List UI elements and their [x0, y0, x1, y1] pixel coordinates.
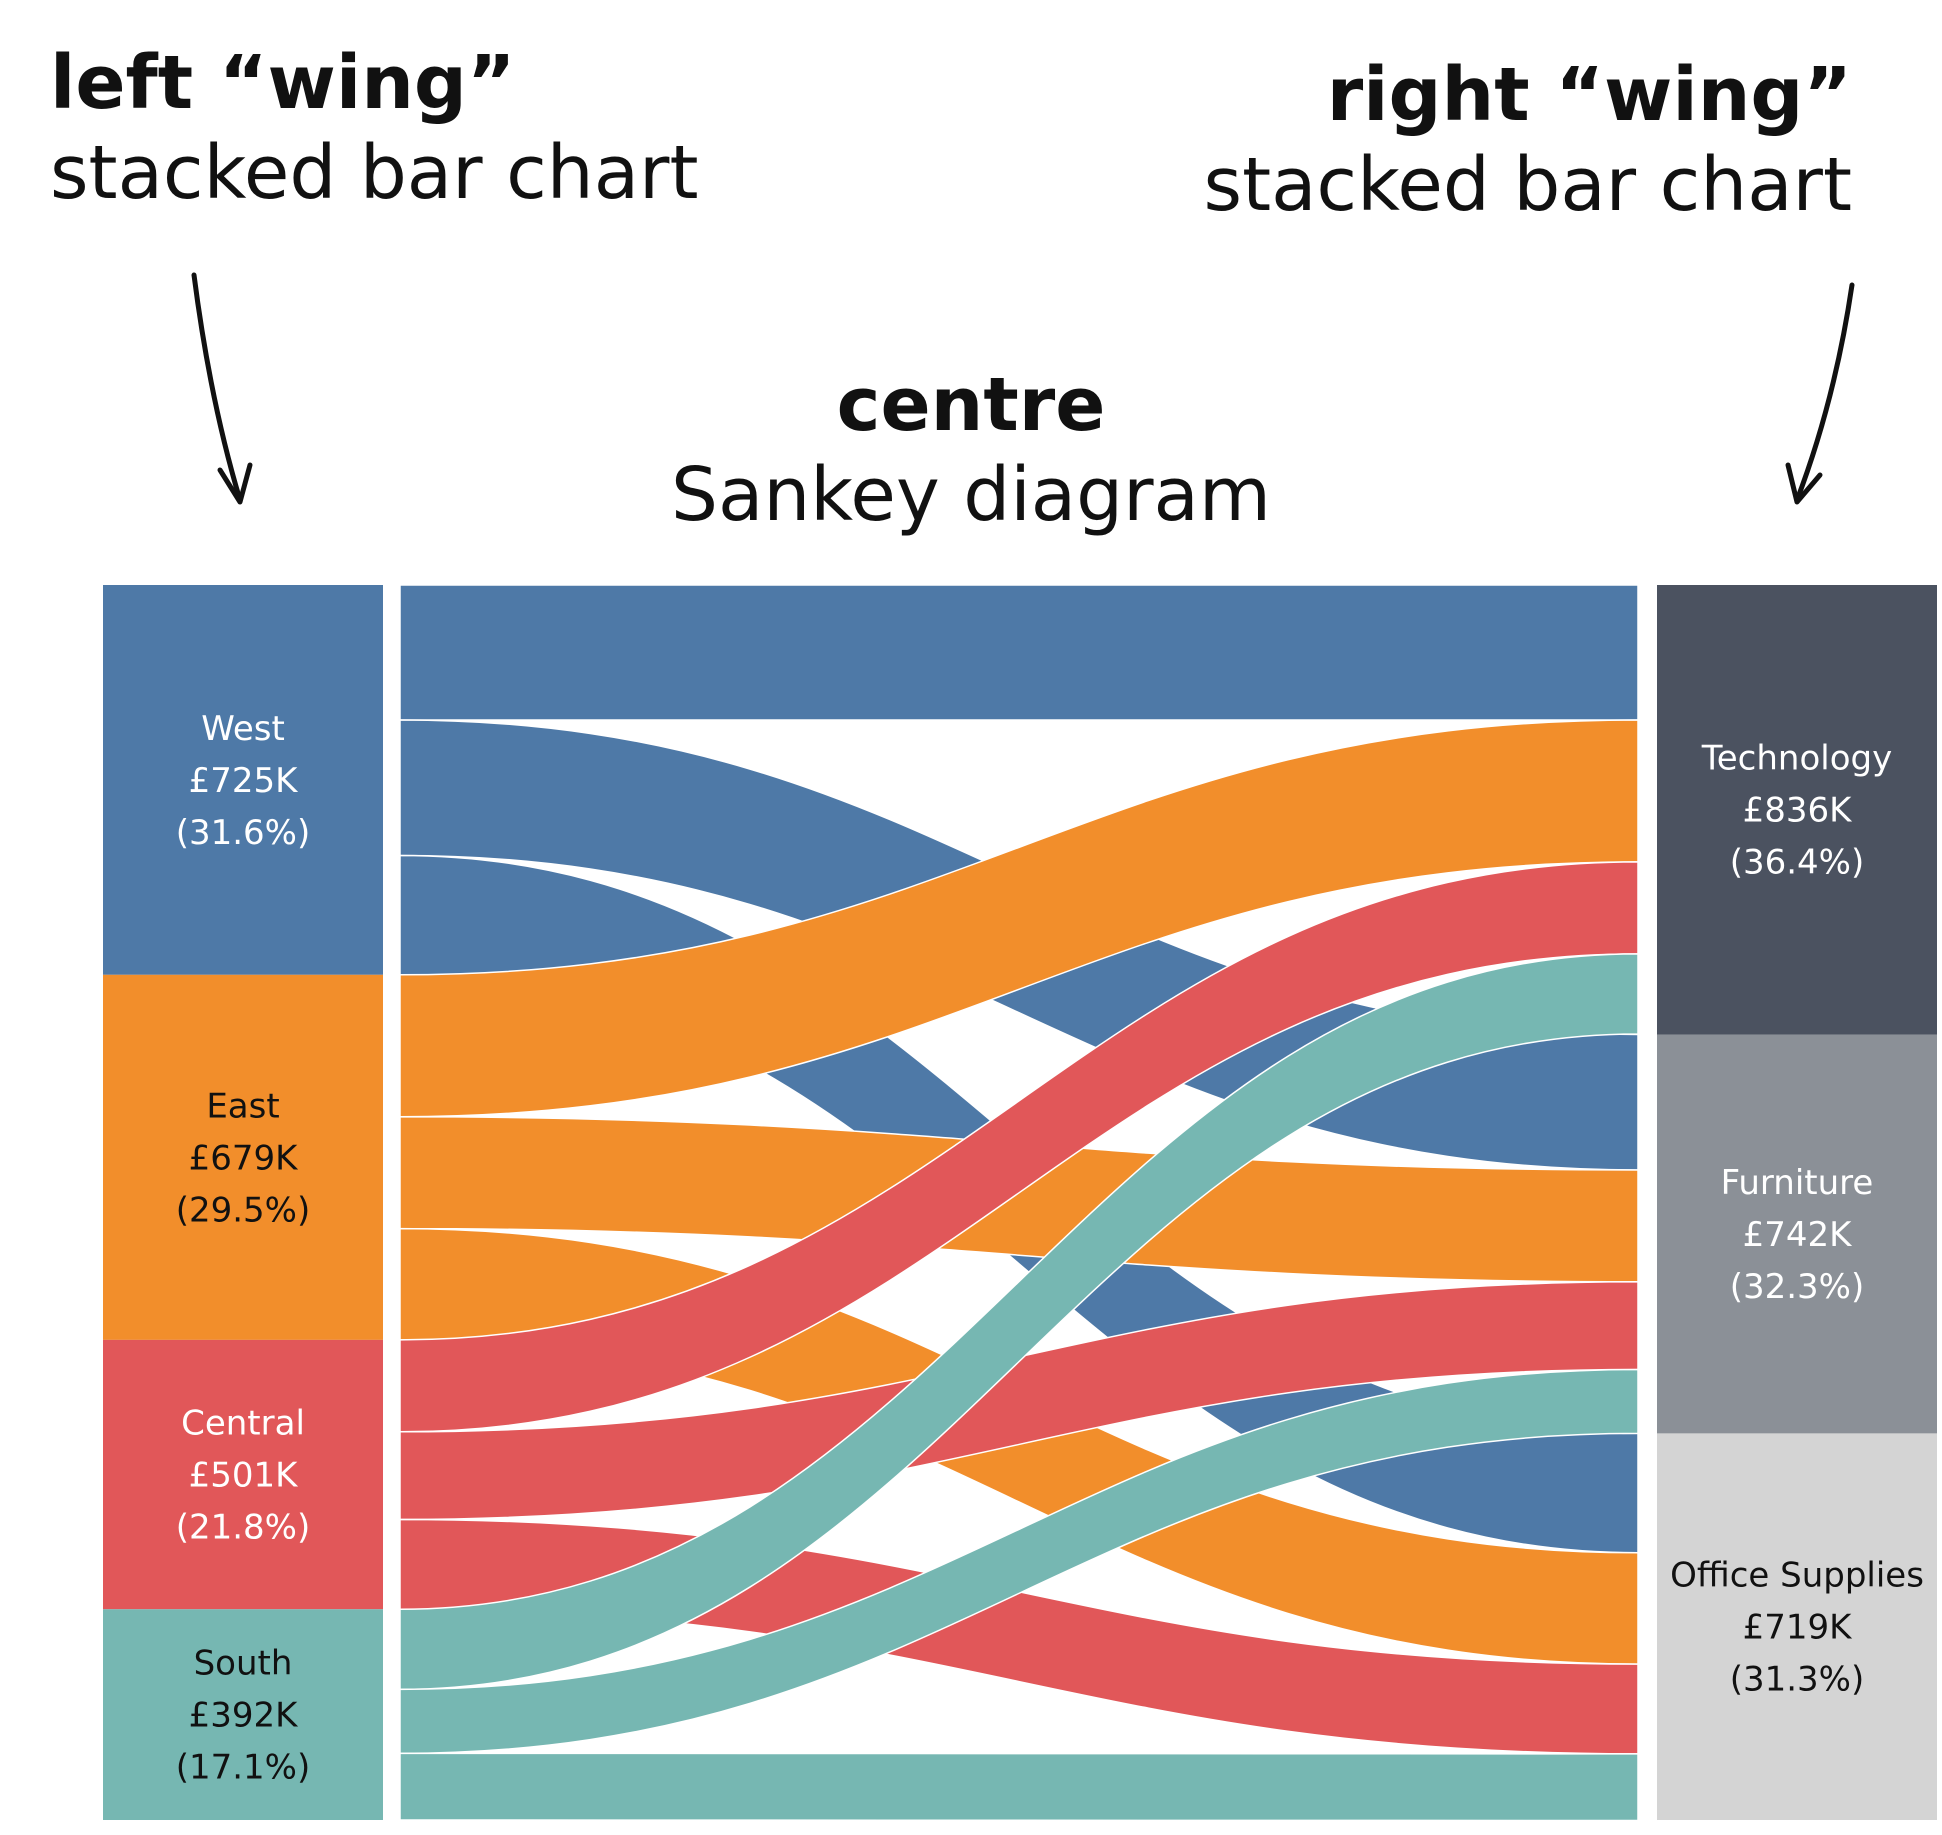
right-arrow-head-icon [1785, 462, 1823, 505]
centre-subtitle: Sankey diagram [671, 452, 1271, 539]
right-bar-technology-share-label: (36.4%) [1730, 843, 1865, 883]
left-bar-central [103, 1339, 383, 1610]
flow-south-to-furniture [399, 1368, 1639, 1755]
right-bar-technology [1657, 585, 1937, 1035]
left-bar-south-name-label: South [194, 1644, 293, 1684]
left-wing-title: left “wing” [50, 40, 516, 126]
left-bar-east-share-label: (29.5%) [176, 1190, 311, 1230]
left-arrow-head-icon [217, 462, 253, 505]
left-bar-west-value-label: £725K [189, 761, 300, 801]
left-bar-central-name-label: Central [181, 1404, 305, 1444]
centre-title: centre [836, 362, 1106, 448]
left-bar-east-value-label: £679K [189, 1138, 300, 1178]
centre-annotation: centre Sankey diagram [0, 360, 1942, 541]
left-bar-west-name-label: West [201, 709, 285, 749]
right-wing-subtitle: stacked bar chart [1203, 142, 1852, 229]
right-wing-title: right “wing” [1326, 52, 1852, 138]
right-bar-technology-value-label: £836K [1743, 791, 1854, 831]
right-bar-office_supplies [1657, 1433, 1937, 1820]
right-bar-office_supplies-name-label: Office Supplies [1670, 1556, 1924, 1596]
left-bar-central-share-label: (21.8%) [176, 1508, 311, 1548]
right-wing-annotation: right “wing” stacked bar chart [1204, 50, 1852, 231]
left-wing-annotation: left “wing” stacked bar chart [50, 38, 698, 219]
right-wing-bars: Technology £836K (36.4%) Furniture £742K (32.… [1657, 585, 1937, 1820]
right-bar-furniture-share-label: (32.3%) [1730, 1267, 1865, 1307]
right-bar-furniture [1657, 1034, 1937, 1434]
left-bar-east-name-label: East [206, 1086, 279, 1126]
left-arrow-icon [191, 272, 243, 503]
flow-south-to-office_supplies [399, 1752, 1639, 1822]
right-bar-office_supplies-value-label: £719K [1743, 1608, 1854, 1648]
sankey-ribbons [399, 584, 1639, 1822]
flow-west-to-technology [399, 584, 1639, 721]
left-bar-west [103, 585, 383, 975]
right-arrow-icon [1794, 282, 1855, 503]
left-wing-subtitle: stacked bar chart [50, 130, 699, 217]
right-bar-technology-name-label: Technology [1701, 739, 1892, 779]
left-bar-south-value-label: £392K [189, 1696, 300, 1736]
left-wing-bars: West £725K (31.6%) East £679K (29.5%) Central £… [103, 585, 383, 1820]
flow-south-to-technology [399, 953, 1639, 1691]
right-bar-furniture-name-label: Furniture [1721, 1163, 1874, 1203]
right-bar-furniture-value-label: £742K [1743, 1215, 1854, 1255]
left-bar-south-share-label: (17.1%) [176, 1748, 311, 1788]
left-bar-south [103, 1609, 383, 1820]
left-bar-west-share-label: (31.6%) [176, 813, 311, 853]
right-bar-office_supplies-share-label: (31.3%) [1730, 1660, 1865, 1700]
left-bar-east [103, 974, 383, 1340]
left-bar-central-value-label: £501K [189, 1456, 300, 1496]
